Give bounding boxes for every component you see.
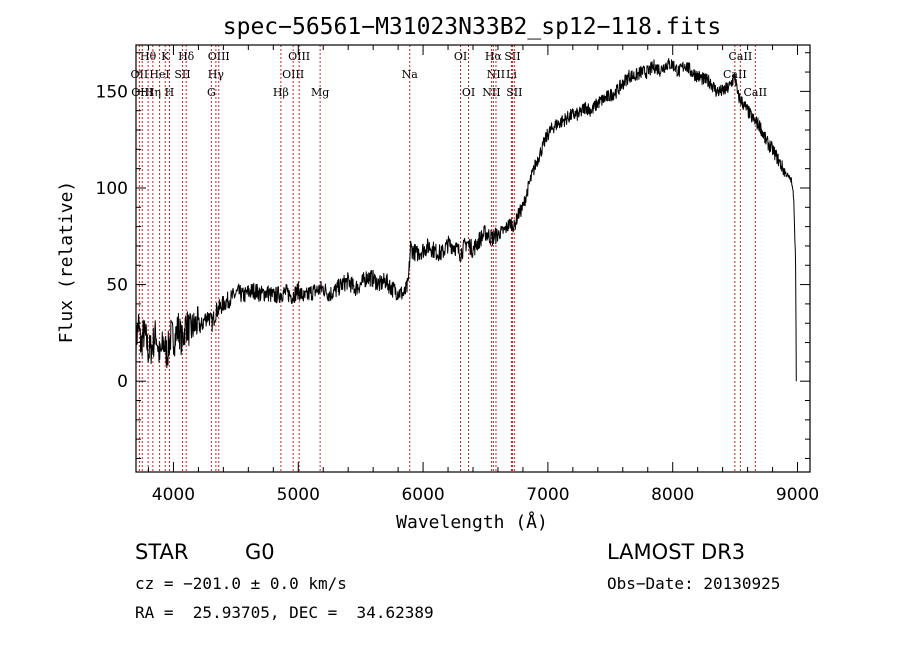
marker-label: Li	[506, 68, 517, 81]
x-tick-label: 7000	[526, 485, 569, 505]
marker-label: CaII	[729, 50, 753, 63]
marker-label: Hη	[145, 86, 161, 99]
chart-title: spec−56561−M31023N33B2_sp12−118.fits	[223, 14, 722, 40]
marker-label: SII	[504, 50, 520, 63]
object-subclass: G0	[245, 540, 275, 564]
marker-label: OIII	[131, 86, 153, 99]
axes: 4000 5000 6000 7000 8000 9000 0 50 100 150	[96, 45, 819, 505]
marker-label: Na	[402, 68, 419, 81]
marker-label: H	[165, 86, 175, 99]
marker-label: CaII	[743, 86, 767, 99]
y-axis-label: Flux (relative)	[56, 181, 77, 344]
y-tick-label: 0	[117, 372, 128, 392]
marker-label: Hγ	[208, 68, 225, 81]
marker-label: NII	[482, 86, 500, 99]
survey-name: LAMOST DR3	[607, 540, 746, 564]
spectrum-series	[135, 58, 797, 382]
x-tick-label: 9000	[776, 485, 819, 505]
marker-label: OII	[131, 68, 149, 81]
coordinates: RA = 25.93705, DEC = 34.62389	[135, 603, 434, 622]
marker-label: Hδ	[178, 50, 195, 63]
marker-label: OIII	[282, 68, 304, 81]
y-tick-label: 50	[106, 276, 128, 296]
marker-label: OI	[462, 86, 475, 99]
marker-label: SII	[506, 86, 522, 99]
x-tick-label: 8000	[651, 485, 694, 505]
plot-frame	[135, 44, 811, 473]
object-class: STAR	[135, 540, 189, 564]
x-tick-label: 5000	[277, 485, 320, 505]
marker-label: OIII	[288, 50, 310, 63]
spectrum-line	[135, 58, 797, 382]
marker-label: K	[161, 50, 170, 63]
marker-label: HeI	[149, 68, 169, 81]
marker-label: Hα	[485, 50, 503, 63]
marker-label: G	[207, 86, 216, 99]
x-tick-label: 6000	[401, 485, 444, 505]
y-tick-label: 100	[96, 179, 128, 199]
x-tick-label: 4000	[152, 485, 195, 505]
marker-label: Hβ	[273, 86, 289, 99]
marker-label: NII	[487, 68, 505, 81]
marker-label: OI	[454, 50, 467, 63]
marker-label: Mg	[311, 86, 329, 99]
marker-label: OIII	[208, 50, 230, 63]
marker-label: SII	[174, 68, 190, 81]
redshift-cz: cz = −201.0 ± 0.0 km/s	[135, 574, 347, 593]
x-axis-label: Wavelength (Å)	[396, 511, 548, 533]
y-tick-label: 150	[96, 82, 128, 102]
observation-date: Obs−Date: 20130925	[607, 574, 781, 593]
